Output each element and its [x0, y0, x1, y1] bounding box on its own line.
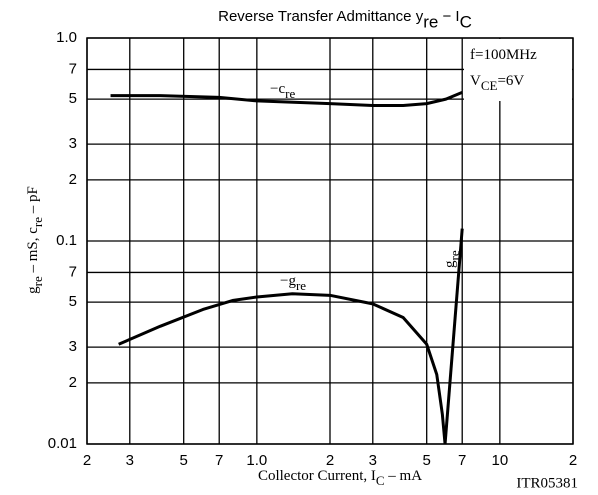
subscript: CE [481, 78, 498, 93]
x-tick-label: 5 [180, 452, 188, 469]
y-axis-label: gre – mS, cre – pF [25, 186, 44, 294]
text-part: −g [280, 273, 296, 289]
x-tick-label: 1.0 [246, 452, 267, 469]
chart-title: Reverse Transfer Admittance yre − IC [218, 8, 472, 32]
data-line [443, 228, 464, 445]
y-tick-label: 2 [69, 171, 77, 188]
text-part: – pF [25, 186, 41, 217]
text-part: =6V [497, 73, 524, 89]
y-tick-label: 5 [69, 90, 77, 107]
data-line [110, 90, 463, 108]
series-label: gre [442, 250, 461, 268]
x-tick-label: 3 [369, 452, 377, 469]
subscript: C [376, 473, 385, 488]
text-part: V [470, 73, 481, 89]
series-label: −cre [270, 81, 295, 100]
x-tick-label: 2 [569, 452, 577, 469]
x-tick-label: 2 [326, 452, 334, 469]
text-part: g [442, 260, 458, 268]
figure-code: ITR05381 [516, 475, 578, 491]
y-tick-label: 3 [69, 135, 77, 152]
y-tick-label: 0.01 [48, 435, 77, 452]
subscript: C [460, 13, 472, 32]
y-tick-label: 3 [69, 338, 77, 355]
x-tick-label: 10 [492, 452, 509, 469]
conditions-box [464, 39, 572, 101]
text-part: – mS, c [25, 227, 41, 277]
subscript: re [447, 250, 462, 260]
subscript: re [296, 278, 306, 293]
subscript: re [423, 13, 438, 32]
text-part: f=100MHz [470, 47, 537, 63]
x-axis-label: Collector Current, IC – mA [258, 468, 422, 487]
x-tick-label: 5 [423, 452, 431, 469]
text-part: g [25, 286, 41, 294]
x-tick-label: 2 [83, 452, 91, 469]
data-line [118, 292, 447, 445]
plot-frame [86, 37, 574, 445]
y-tick-label: 1.0 [56, 29, 77, 46]
y-tick-label: 7 [69, 263, 77, 280]
x-tick-label: 7 [215, 452, 223, 469]
y-tick-label: 0.1 [56, 232, 77, 249]
subscript: re [30, 276, 45, 286]
text-part: Collector Current, I [258, 468, 376, 484]
subscript: re [285, 86, 295, 101]
text-part: Reverse Transfer Admittance y [218, 8, 424, 25]
x-tick-label: 3 [126, 452, 134, 469]
y-tick-label: 2 [69, 374, 77, 391]
text-part: −c [270, 81, 285, 97]
subscript: re [30, 217, 45, 227]
y-tick-label: 5 [69, 293, 77, 310]
x-tick-label: 7 [458, 452, 466, 469]
series-label: −gre [280, 273, 306, 292]
text-part: − I [438, 8, 459, 25]
text-part: – mA [385, 468, 423, 484]
y-tick-label: 7 [69, 60, 77, 77]
condition: f=100MHz [470, 47, 537, 63]
condition: VCE=6V [470, 73, 524, 92]
